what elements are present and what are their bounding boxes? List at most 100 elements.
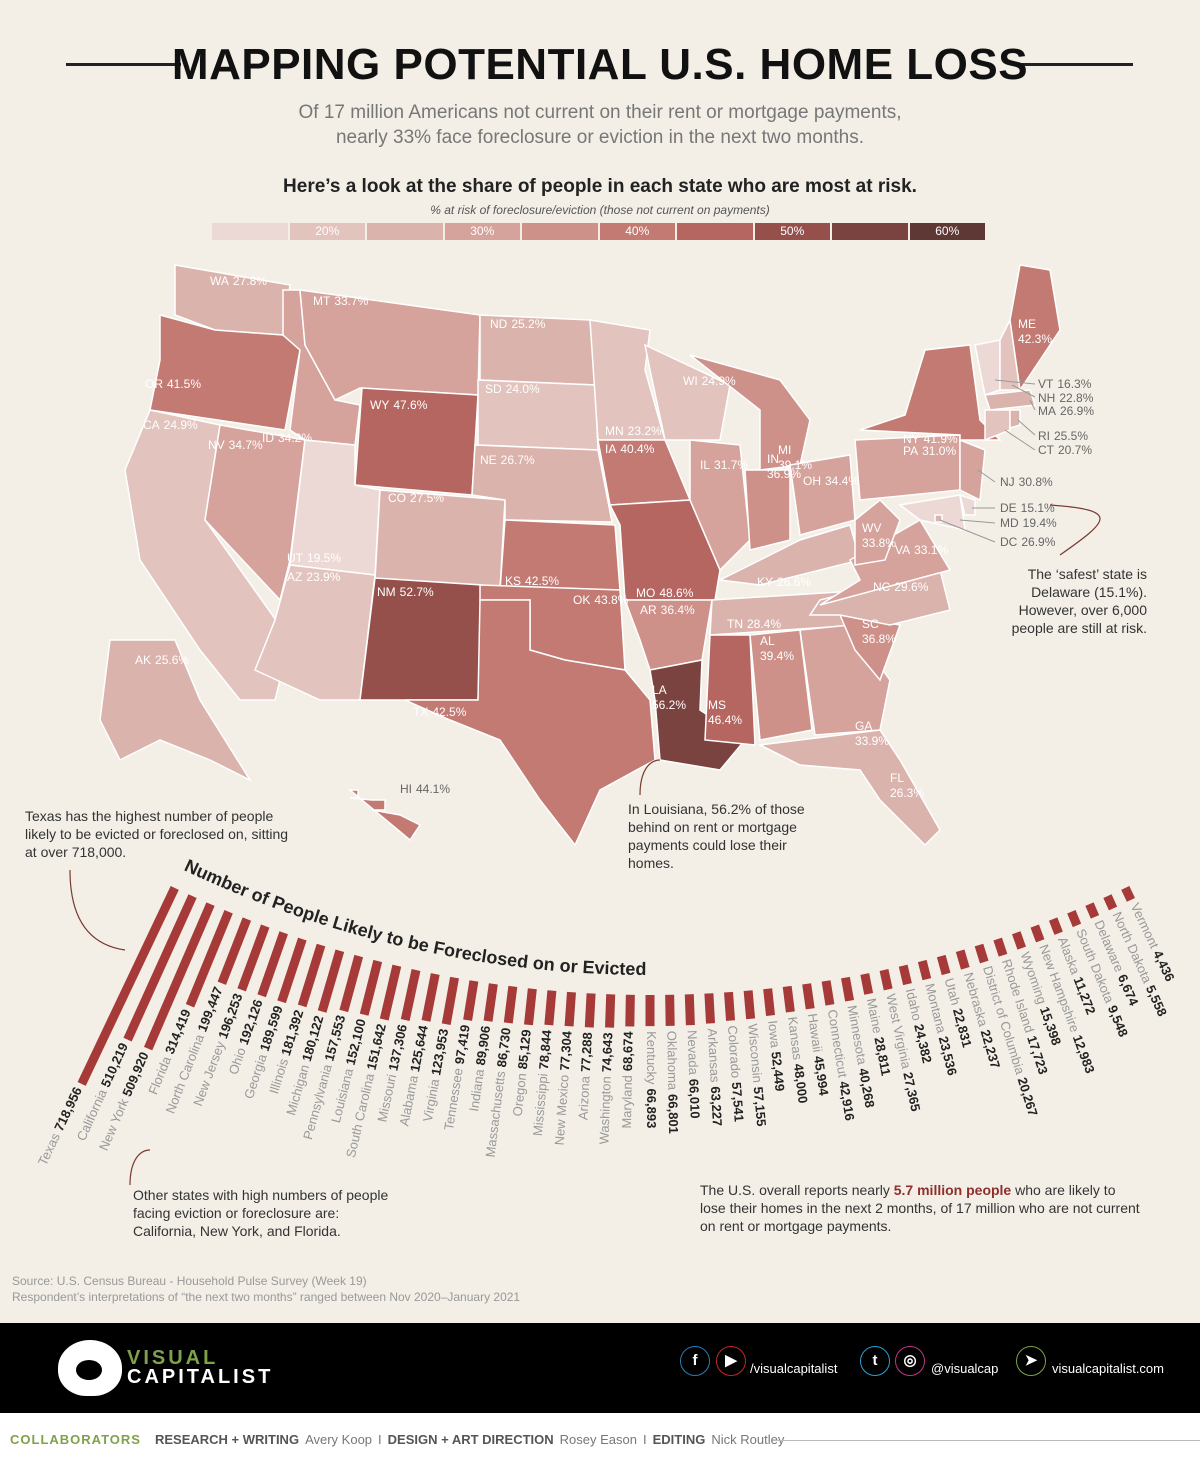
leader-line	[994, 379, 1036, 385]
legend-swatch: 40%	[599, 223, 675, 240]
website-link[interactable]: visualcapitalist.com	[1052, 1361, 1164, 1376]
bar-label: Wisconsin 57,155	[745, 1023, 769, 1127]
state-nj	[959, 438, 986, 502]
bar	[1085, 902, 1100, 919]
state-abbr: NJ	[1000, 475, 1015, 489]
bar-value: 86,730	[494, 1027, 514, 1068]
bar	[185, 910, 233, 1008]
cursor-icon[interactable]: ➤	[1016, 1346, 1046, 1376]
state-label: WV 33.8%	[862, 521, 896, 550]
bar-value: 137,306	[386, 1023, 411, 1072]
state-dc	[934, 514, 943, 523]
bar	[782, 985, 795, 1013]
state-abbr: LA	[652, 683, 667, 697]
bar	[297, 943, 326, 1008]
bar-value: 68,674	[620, 1030, 636, 1071]
state-pct: 33.7%	[334, 294, 368, 308]
bar-value: 85,129	[515, 1029, 534, 1070]
instagram-icon[interactable]: ◎	[895, 1346, 925, 1376]
leader-line	[977, 469, 996, 483]
state-abbr: NV	[208, 438, 225, 452]
state-abbr: DC	[1000, 535, 1018, 549]
leader-line	[959, 519, 996, 524]
state-label: MN 23.2%	[605, 424, 662, 438]
state-pct: 26.9%	[1021, 535, 1055, 549]
state-pct: 41.9%	[924, 432, 958, 446]
state-abbr: AL	[760, 634, 775, 648]
bar-value: 20,267	[1014, 1076, 1040, 1118]
state-md	[898, 494, 966, 531]
state-pct: 52.7%	[400, 585, 434, 599]
state-label: HI 44.1%	[400, 782, 450, 796]
state-label: DC 26.9%	[1000, 535, 1056, 549]
state-de	[958, 493, 976, 516]
legend-swatch: 30%	[444, 223, 520, 240]
bar-category: Virginia	[420, 1077, 443, 1123]
state-abbr: TX	[413, 705, 428, 719]
state-label: FL 26.3%	[890, 771, 924, 800]
bar-label: Hawaii45,994	[805, 1012, 832, 1097]
twitter-icon[interactable]: t	[860, 1346, 890, 1376]
bar	[400, 969, 421, 1021]
state-label: DE 15.1%	[1000, 501, 1055, 515]
state-co	[374, 489, 506, 591]
state-abbr: TN	[727, 617, 743, 631]
bar-category: Missouri	[375, 1073, 400, 1124]
state-label: LA 56.2%	[652, 683, 686, 712]
bar-value: 24,382	[911, 1023, 935, 1065]
facebook-icon[interactable]: f	[680, 1346, 710, 1376]
state-pct: 44.1%	[416, 782, 450, 796]
state-pct: 24.9%	[164, 418, 198, 432]
state-abbr: MT	[313, 294, 331, 308]
legend-swatch: 20%	[289, 223, 365, 240]
youtube-icon[interactable]: ▶	[716, 1346, 746, 1376]
state-pct: 27.5%	[410, 491, 444, 505]
bar	[317, 949, 345, 1013]
state-abbr: HI	[400, 782, 412, 796]
state-abbr: MN	[605, 424, 624, 438]
bar-category: Indiana	[467, 1067, 488, 1112]
bar	[1121, 885, 1136, 902]
bar-label: Colorado 57,541	[724, 1025, 746, 1122]
bar-label: Nevada 66,010	[684, 1030, 702, 1119]
state-pct: 40.4%	[620, 442, 654, 456]
state-ms	[704, 634, 756, 746]
state-abbr: UT	[287, 551, 304, 565]
bar	[1030, 924, 1045, 943]
bar	[217, 917, 252, 985]
state-abbr: IN	[767, 452, 779, 466]
bar-label: Iowa52,449	[765, 1020, 787, 1092]
role: EDITING	[652, 1432, 706, 1447]
state-abbr: NM	[377, 585, 396, 599]
subtitle-line: nearly 33% face foreclosure or eviction …	[335, 127, 865, 148]
state-pct: 16.3%	[1057, 377, 1091, 391]
bar	[379, 964, 402, 1021]
state-pct: 29.6%	[894, 580, 928, 594]
source-line: Source: U.S. Census Bureau - Household P…	[12, 1274, 367, 1288]
bar	[1012, 931, 1026, 950]
role: RESEARCH + WRITING	[154, 1432, 300, 1447]
us-choropleth-map: WA 27.8%OR 41.5%CA 24.9%NV 34.7% ID 34.2%MT 33.…	[35, 264, 1177, 1186]
state-ri	[1009, 409, 1021, 430]
state-label: PA 31.0%	[903, 444, 956, 458]
state-abbr: PA	[903, 444, 918, 458]
state-pct: 42.3%	[1018, 332, 1052, 346]
collaborators-line: COLLABORATORS RESEARCH + WRITING Avery Ko…	[10, 1432, 784, 1447]
state-label: RI 25.5%	[1038, 429, 1088, 443]
state-abbr: MS	[708, 698, 726, 712]
state-label: AK 25.6%	[135, 653, 189, 667]
bar	[684, 994, 695, 1026]
bar	[955, 949, 970, 970]
bar	[993, 937, 1008, 957]
state-label: KY 26.6%	[757, 575, 811, 589]
bar	[802, 983, 815, 1010]
state-label: MT 33.7%	[313, 294, 369, 308]
social-handle-link[interactable]: @visualcap	[931, 1361, 999, 1376]
state-pct: 47.6%	[393, 398, 427, 412]
state-abbr: MI	[778, 443, 791, 457]
bar-category: Utah	[941, 976, 963, 1006]
state-label: OK 43.8%	[573, 593, 629, 607]
social-handle-link[interactable]: /visualcapitalist	[750, 1361, 838, 1376]
bar-value: 57,155	[750, 1086, 768, 1127]
state-va	[819, 518, 952, 606]
